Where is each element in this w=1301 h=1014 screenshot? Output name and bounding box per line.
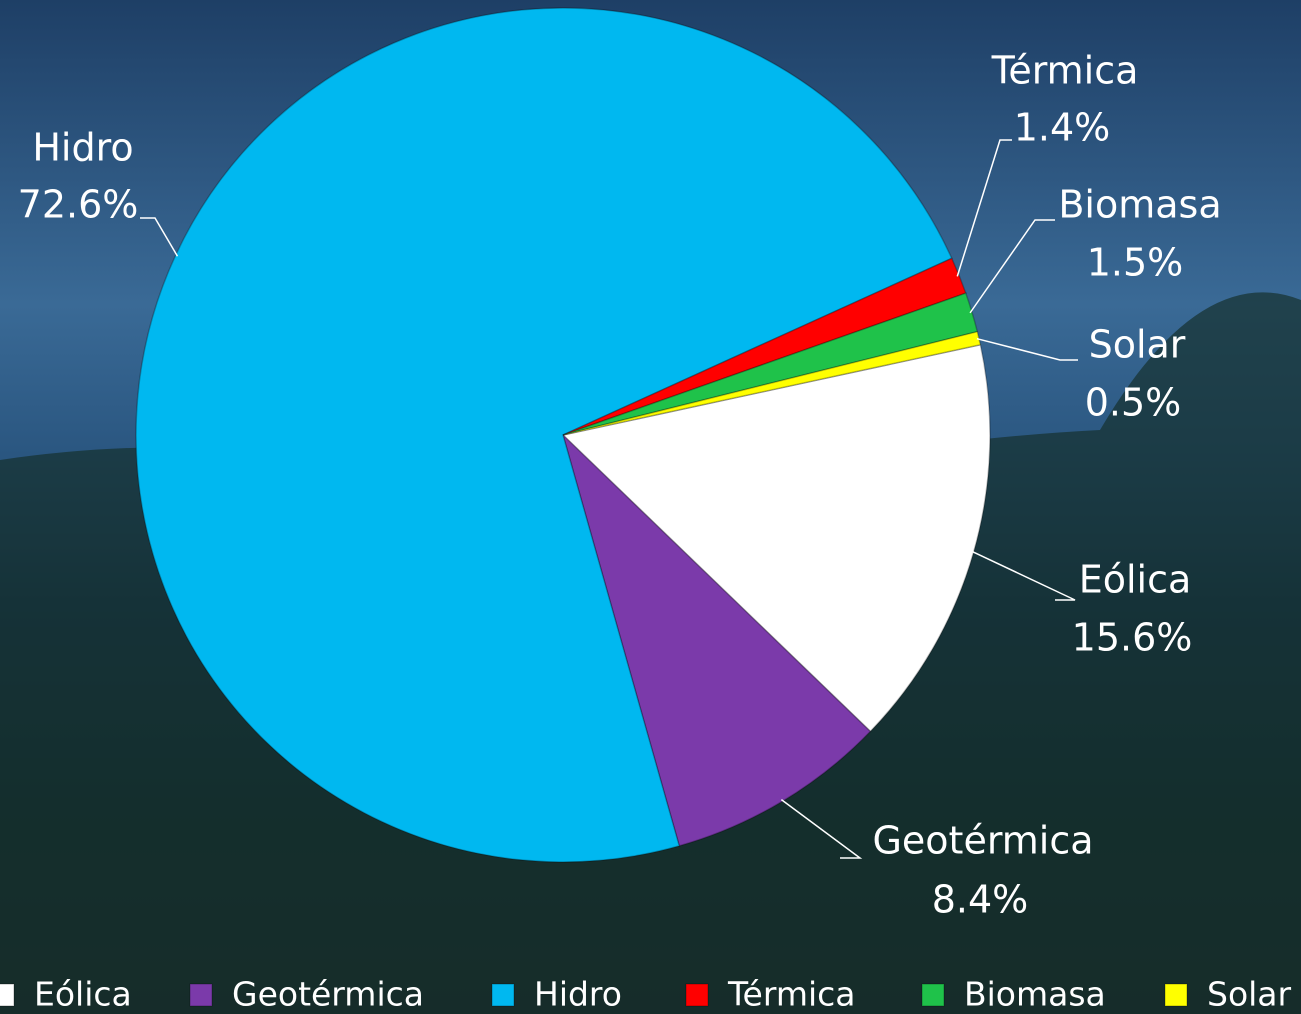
- leader-line: [140, 217, 179, 257]
- legend-label: Eólica: [34, 975, 132, 1014]
- legend-marker: [189, 983, 213, 1007]
- slice-label: Térmica: [991, 49, 1139, 93]
- pie-slice: [562, 257, 967, 436]
- leader-line: [780, 798, 863, 859]
- legend-marker: [491, 983, 515, 1007]
- legend-label: Geotérmica: [232, 975, 424, 1014]
- legend-marker: [0, 983, 15, 1007]
- legend-label: Solar: [1207, 975, 1292, 1014]
- value-label: 72.6%: [18, 183, 139, 227]
- legend-marker: [685, 983, 709, 1007]
- value-label: 1.5%: [1087, 241, 1184, 285]
- slice-label: Eólica: [1079, 558, 1192, 602]
- value-label: 15.6%: [1072, 616, 1193, 660]
- pie-slice: [562, 292, 979, 436]
- legend-marker: [1164, 983, 1188, 1007]
- legend-marker: [921, 983, 945, 1007]
- legend-label: Térmica: [727, 975, 856, 1014]
- slice-label: Hidro: [32, 126, 133, 170]
- pie-slice: [561, 432, 872, 847]
- pie-slice: [562, 330, 982, 436]
- value-label: 0.5%: [1085, 381, 1182, 425]
- legend-label: Biomasa: [964, 975, 1106, 1014]
- leader-line: [956, 139, 1012, 277]
- slice-label: Solar: [1089, 323, 1186, 367]
- value-label: 1.4%: [1014, 106, 1111, 150]
- value-label: 8.4%: [932, 878, 1029, 922]
- leader-line: [971, 550, 1076, 601]
- slice-label: Biomasa: [1058, 183, 1221, 227]
- slice-label: Geotérmica: [872, 819, 1093, 863]
- leader-line: [969, 219, 1055, 314]
- pie-slice: [135, 7, 953, 863]
- legend-label: Hidro: [534, 975, 622, 1014]
- leader-line: [976, 337, 1078, 361]
